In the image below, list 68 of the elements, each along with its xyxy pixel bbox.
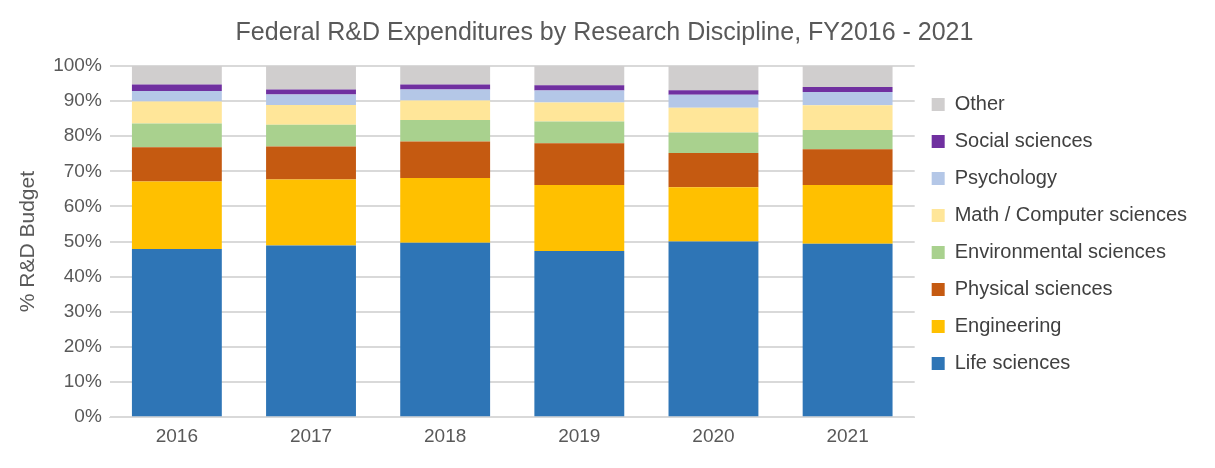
y-axis-title: % R&D Budget [15, 170, 39, 313]
bar [668, 241, 759, 417]
y-tick-label: 20% [63, 335, 102, 357]
bar [266, 94, 356, 105]
bar [400, 178, 491, 243]
bar [266, 104, 356, 125]
bar [131, 181, 222, 249]
y-tick-label: 0% [74, 405, 102, 427]
bar [534, 102, 625, 122]
bar [266, 124, 356, 147]
bar [668, 94, 759, 108]
y-tick-label: 60% [63, 194, 102, 216]
bar [534, 185, 625, 252]
bar [534, 143, 625, 186]
bar [131, 147, 222, 182]
bar [400, 84, 491, 90]
chart-title: Federal R&D Expenditures by Research Discipline, FY2016 - 2021 [235, 16, 974, 45]
y-tick-label: 40% [63, 264, 102, 286]
bar [668, 90, 759, 95]
legend-label: Environmental sciences [954, 240, 1166, 263]
bar [131, 248, 222, 417]
bar [400, 89, 491, 101]
bar [400, 242, 491, 417]
legend-label: Physical sciences [954, 277, 1113, 300]
bar [266, 245, 356, 417]
y-tick-label: 70% [63, 159, 102, 181]
legend-label: Math / Computer sciences [954, 203, 1188, 226]
legend-label: Other [954, 92, 1006, 115]
bar [534, 85, 625, 91]
legend-label: Engineering [954, 314, 1062, 337]
bar [534, 121, 625, 144]
bar [400, 141, 491, 179]
x-tick-label: 2020 [692, 424, 735, 446]
y-tick-label: 80% [63, 124, 102, 146]
legend-label: Psychology [954, 166, 1057, 189]
legend-label: Life sciences [954, 351, 1071, 374]
y-tick-label: 10% [63, 370, 102, 392]
y-tick-label: 50% [63, 229, 102, 251]
bar [131, 101, 222, 124]
y-tick-label: 100% [53, 54, 102, 76]
bar [266, 146, 356, 180]
bar [266, 179, 356, 246]
x-tick-label: 2018 [424, 424, 467, 446]
y-tick-label: 30% [63, 300, 102, 322]
bar [802, 91, 893, 106]
bar [668, 107, 759, 133]
bar [802, 243, 893, 417]
bar [131, 90, 222, 102]
bar [668, 153, 759, 188]
x-tick-label: 2017 [289, 424, 333, 446]
bar [802, 87, 893, 92]
bar [534, 90, 625, 103]
bar [131, 123, 222, 148]
y-tick-label: 90% [63, 89, 102, 111]
bar [802, 149, 893, 186]
bar [668, 132, 759, 154]
bar [802, 129, 893, 150]
bar [400, 120, 491, 142]
bar [131, 84, 222, 91]
bar [802, 105, 893, 130]
bar [400, 100, 491, 121]
legend-label: Social sciences [954, 129, 1093, 152]
x-tick-label: 2019 [558, 424, 601, 446]
x-tick-label: 2021 [826, 424, 869, 446]
x-tick-label: 2016 [155, 424, 199, 446]
bar [668, 187, 759, 242]
bar [802, 185, 893, 244]
bar [534, 251, 625, 417]
